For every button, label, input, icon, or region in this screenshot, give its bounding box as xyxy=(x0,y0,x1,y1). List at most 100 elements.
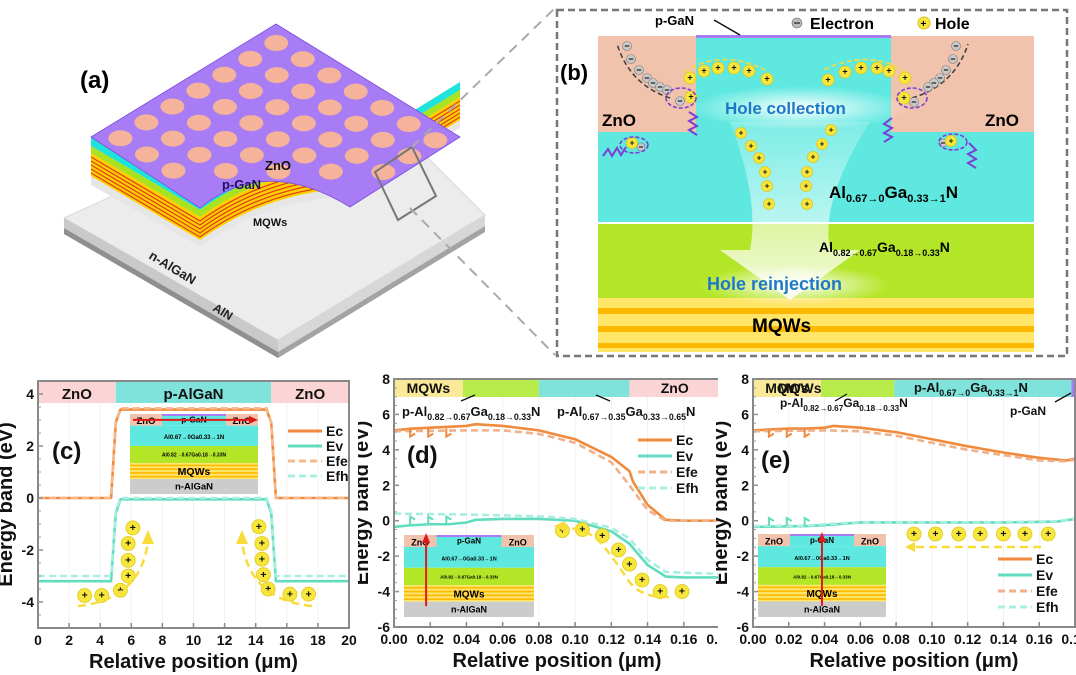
inset-scan-arrowhead xyxy=(422,533,431,543)
annotation-graded-algan-2: p-Al0.67→0.35Ga0.33→0.65N xyxy=(557,404,695,422)
xtick-label: 0.00 xyxy=(739,631,766,647)
zno-dot xyxy=(134,146,159,163)
xtick-label: 14 xyxy=(248,632,264,648)
formula-part: p-Al xyxy=(914,380,939,395)
hole-circle xyxy=(652,584,668,599)
formula-part: 0.18→0.33 xyxy=(859,404,899,413)
inset-zno-right-label: ZnO xyxy=(233,416,252,427)
hole-plus: + xyxy=(701,66,706,76)
zno-dot xyxy=(291,115,316,132)
region-band xyxy=(753,380,821,397)
electron-carrier xyxy=(923,82,933,92)
mqw-notch-ev xyxy=(767,516,775,527)
formula-part: Ga xyxy=(843,396,859,410)
hole-circle xyxy=(763,198,775,210)
hole-carrier: + xyxy=(742,64,756,78)
ytick-label: 2 xyxy=(26,438,34,454)
mqw-notch-ev xyxy=(803,516,811,527)
inset-n-algan-label: n-AlGaN xyxy=(804,605,840,615)
formula-part: N xyxy=(899,396,908,410)
hole-carrier: + xyxy=(745,140,757,152)
mqw-notch-ec xyxy=(767,428,775,439)
annotation-graded-algan-2: p-Al0.67→0Ga0.33→1N xyxy=(914,380,1028,398)
hole-carrier: + xyxy=(761,180,773,192)
zno-dot xyxy=(239,115,264,132)
hole-circle xyxy=(759,166,771,178)
region-band xyxy=(894,380,1072,397)
hole-circle xyxy=(742,64,756,78)
hole-circle xyxy=(816,138,828,150)
photon-squiggles xyxy=(602,111,979,169)
hole-carrier: + xyxy=(825,124,837,136)
inset-zno-left-label: ZnO xyxy=(765,537,783,547)
xtick-label: 18 xyxy=(310,632,326,648)
hole-plus: + xyxy=(829,125,834,134)
hole-plus: + xyxy=(765,181,770,190)
electron-carrier xyxy=(634,65,644,75)
hole-flow-arrow-head xyxy=(905,542,915,552)
hole-circle xyxy=(622,556,637,572)
xtick-label: 0.18 xyxy=(1061,631,1076,647)
formula-part: p-Al xyxy=(402,404,427,419)
region-band xyxy=(38,382,116,403)
formula-part: Ga xyxy=(470,404,488,419)
legend-label-ec: Ec xyxy=(676,432,693,448)
legend-label-ev: Ev xyxy=(326,438,343,454)
hole-circle xyxy=(727,61,741,75)
electron-flow-right xyxy=(911,43,969,99)
annotation-pointer-2 xyxy=(1054,392,1072,403)
hole-carrier: + xyxy=(711,61,725,75)
zno-dot xyxy=(186,114,211,131)
zoom-region-frame xyxy=(373,145,438,222)
zno-dot xyxy=(212,98,237,115)
legend-label-efe: Efe xyxy=(676,464,698,480)
inset-zno-right-label: ZnO xyxy=(509,537,527,547)
inset-mqws xyxy=(130,463,258,480)
hole-carrier: + xyxy=(256,567,271,583)
hole-carrier: + xyxy=(634,572,650,588)
region-band xyxy=(115,382,272,403)
ytick-label: -4 xyxy=(22,594,35,610)
panel-b-mechanism-diagram: Electron + Hole p-GaN (b) ZnO ZnO Hole c… xyxy=(555,8,1069,358)
region-band xyxy=(1071,380,1075,397)
hole-circle xyxy=(674,584,690,599)
structure-inset: p-GaN ZnO ZnO Al0.67→0Ga0.33→1N Al0.82→0.67G… xyxy=(404,533,534,617)
p-gan-pointer-arrow xyxy=(713,19,741,36)
p-gan-thin-layer xyxy=(696,35,891,38)
hole-plus: + xyxy=(125,538,131,550)
hole-flow-arrow xyxy=(562,525,670,599)
hole-plus: + xyxy=(125,555,131,567)
zno-dot xyxy=(238,82,263,99)
xtick-label: 6 xyxy=(127,632,135,648)
ytick-label: -2 xyxy=(378,548,391,564)
hole-carrier: + xyxy=(120,536,136,551)
legend-label-efh: Efh xyxy=(326,468,349,484)
panel-a-label: (a) xyxy=(80,67,109,94)
panel-e-label: (e) xyxy=(761,447,790,474)
hole-plus: + xyxy=(874,63,879,73)
ytick-label: -6 xyxy=(737,619,750,635)
hole-plus: + xyxy=(731,63,736,73)
mqw-notch-ec xyxy=(803,428,811,439)
hole-circle xyxy=(870,61,884,75)
hole-carrier: + xyxy=(951,526,967,542)
hole-carrier: + xyxy=(996,526,1011,542)
annotation-graded-algan-1: p-Al0.82→0.67Ga0.18→0.33N xyxy=(402,404,540,422)
legend-label-efe: Efe xyxy=(1036,583,1058,599)
inset-n-algan xyxy=(130,479,258,494)
hole-plus: + xyxy=(805,199,810,208)
formula-part: N xyxy=(686,404,695,419)
inset-algan1-label: Al0.67→0Ga0.33→1N xyxy=(164,435,224,441)
hole-carrier: + xyxy=(697,64,711,78)
xtick-label: 0.18 xyxy=(706,631,718,647)
hole-carrier: + xyxy=(945,135,957,147)
hole-plus: + xyxy=(679,586,685,598)
series-ec-line xyxy=(752,424,1076,462)
hole-carrier: + xyxy=(251,519,267,535)
formula-part: p-Al xyxy=(780,396,803,410)
hole-carrier: + xyxy=(801,198,813,210)
region-label: p-AlGaN xyxy=(164,386,224,403)
hole-carrier: + xyxy=(838,65,852,79)
xtick-label: 0.16 xyxy=(1026,631,1053,647)
hole-plus: + xyxy=(820,139,825,148)
